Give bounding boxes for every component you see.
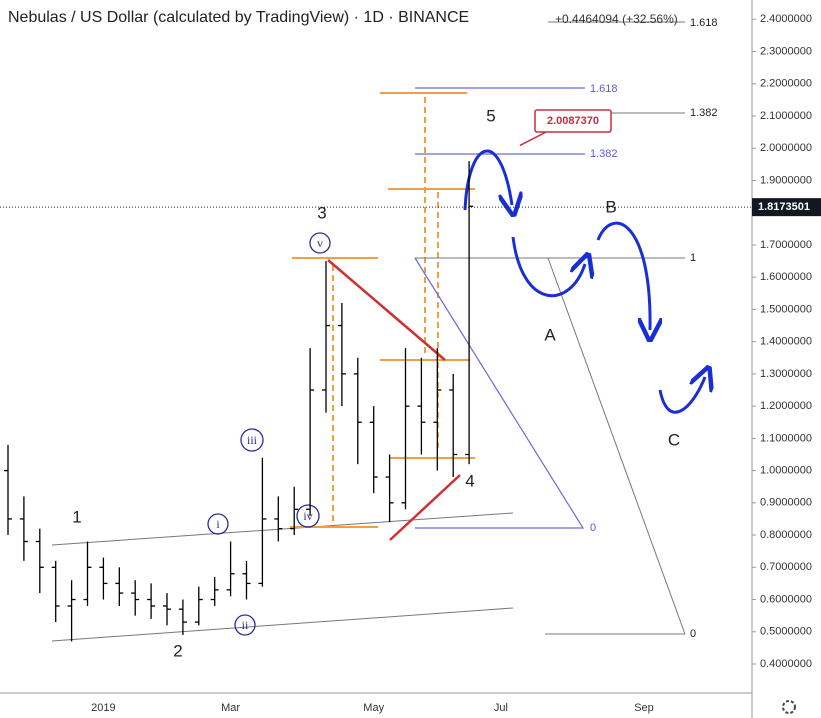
fib-label: 1.382: [690, 107, 718, 119]
wave-label: A: [544, 325, 556, 344]
y-tick-label: 1.3000000: [760, 368, 812, 380]
fib-label: 1.382: [590, 148, 618, 160]
subwave-label: v: [317, 236, 323, 250]
wave-label: B: [605, 197, 616, 216]
y-tick-label: 0.4000000: [760, 658, 812, 670]
y-tick-label: 1.9000000: [760, 174, 812, 186]
fib-triangle: [414, 257, 585, 529]
projection-arrow: [463, 149, 512, 210]
y-tick-label: 1.6000000: [760, 271, 812, 283]
y-tick-label: 1.4000000: [760, 336, 812, 348]
callout-pointer: [519, 130, 549, 147]
y-tick-label: 1.1000000: [760, 432, 812, 444]
wave-label: 4: [465, 471, 474, 490]
fib-line: [547, 257, 686, 635]
fib-label: 0: [690, 628, 696, 640]
y-tick-label: 1.7000000: [760, 239, 812, 251]
trend-line: [389, 474, 461, 541]
subwave-label: ii: [242, 618, 249, 632]
y-tick-label: 2.1000000: [760, 110, 812, 122]
y-tick-label: 0.7000000: [760, 561, 812, 573]
y-tick-label: 0.5000000: [760, 626, 812, 638]
price-change: +0.4464094 (+32.56%): [555, 12, 678, 26]
wave-label: 2: [173, 641, 182, 660]
y-tick-label: 1.2000000: [760, 400, 812, 412]
settings-icon[interactable]: [782, 700, 796, 714]
callout-label: 2.0087370: [547, 115, 599, 127]
subwave-label: iv: [303, 509, 312, 523]
y-tick-label: 2.4000000: [760, 13, 812, 25]
y-tick-label: 1.5000000: [760, 303, 812, 315]
fib-label: 0: [590, 522, 596, 534]
wave-circles: [207, 232, 331, 636]
wave-label: 3: [317, 203, 326, 222]
y-tick-label: 2.2000000: [760, 78, 812, 90]
x-tick-label: Mar: [221, 702, 240, 714]
subwave-label: iii: [247, 433, 258, 447]
x-tick-label: 2019: [91, 702, 115, 714]
x-tick-label: Sep: [634, 702, 654, 714]
fib-label: 1.618: [590, 83, 618, 95]
y-tick-label: 0.9000000: [760, 497, 812, 509]
projection-arrow: [658, 377, 705, 414]
channel-line: [51, 607, 514, 642]
last-price-tag: [752, 198, 821, 217]
x-tick-label: Jul: [494, 702, 508, 714]
fib-label: 1: [690, 252, 696, 264]
y-tick-label: 0.6000000: [760, 593, 812, 605]
y-tick-label: 1.0000000: [760, 465, 812, 477]
trend-line: [327, 259, 446, 361]
callout-box: [534, 109, 612, 133]
chart-title: Nebulas / US Dollar (calculated by Tradi…: [8, 9, 469, 26]
y-tick-label: 2.0000000: [760, 142, 812, 154]
projection-arrow: [511, 236, 585, 298]
subwave-label: i: [216, 517, 220, 531]
channel-line: [51, 512, 514, 546]
wave-label: C: [668, 430, 680, 449]
x-tick-label: May: [363, 702, 384, 714]
last-price-label: 1.8173501: [758, 201, 810, 213]
drawings: [51, 21, 705, 642]
wave-label: 5: [486, 106, 495, 125]
wave-label: 1: [72, 507, 81, 526]
y-tick-label: 2.3000000: [760, 45, 812, 57]
fib-label: 1.618: [690, 17, 718, 29]
projection-arrow: [596, 221, 650, 330]
y-tick-label: 0.8000000: [760, 529, 812, 541]
